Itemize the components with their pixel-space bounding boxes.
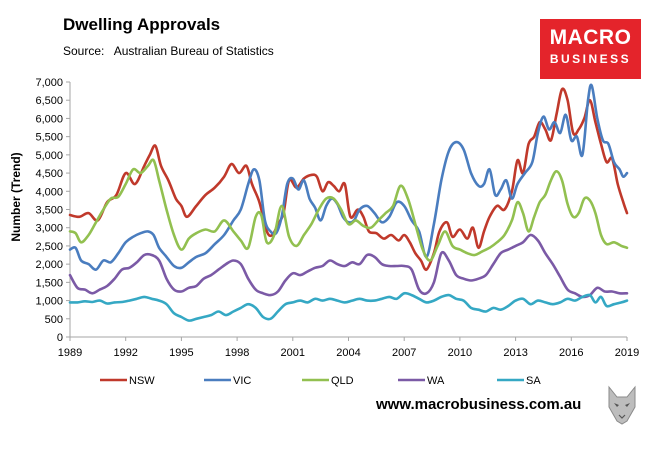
y-tick-group: 0 500 1,000 1,500 2,000 2,500 3,000 3,500 4,000 4… (35, 77, 70, 344)
series-line-sa (68, 291, 629, 322)
y-tick-label: 5,500 (35, 132, 63, 144)
x-tick-label: 2016 (559, 347, 583, 359)
y-tick-label: 500 (45, 314, 63, 326)
y-tick-label: 5,000 (35, 150, 63, 162)
y-tick-label: 3,500 (35, 205, 63, 217)
x-tick-label: 1989 (58, 347, 82, 359)
x-tick-label: 1995 (169, 347, 193, 359)
y-tick-label: 7,000 (35, 77, 63, 89)
x-tick-group: 1989 1992 1995 1998 2001 2004 2007 2010 2013 2016… (58, 337, 639, 359)
x-tick-label: 2010 (448, 347, 472, 359)
logo-text-business: BUSINESS (549, 52, 632, 66)
y-tick-label: 1,500 (35, 277, 63, 289)
series-line-qld (68, 158, 629, 262)
y-tick-label: 2,000 (35, 259, 63, 271)
legend: NSW VIC QLD WA SA (100, 375, 541, 387)
x-tick-label: 2007 (392, 347, 416, 359)
x-tick-label: 2001 (281, 347, 305, 359)
chart-source: Source: Australian Bureau of Statistics (63, 44, 274, 58)
legend-label-vic: VIC (233, 375, 251, 387)
x-tick-label: 1992 (113, 347, 137, 359)
y-tick-label: 3,000 (35, 223, 63, 235)
logo-text-macro: MACRO (549, 26, 632, 49)
legend-label-sa: SA (526, 375, 541, 387)
series-line-vic (68, 83, 629, 271)
x-tick-label: 2019 (615, 347, 639, 359)
macrobusiness-logo: MACRO BUSINESS (540, 19, 641, 79)
legend-label-wa: WA (427, 375, 445, 387)
legend-label-qld: QLD (331, 375, 354, 387)
y-tick-label: 1,000 (35, 296, 63, 308)
y-tick-label: 6,000 (35, 113, 63, 125)
x-tick-label: 2004 (336, 347, 360, 359)
series-line-wa (68, 233, 629, 299)
y-tick-label: 2,500 (35, 241, 63, 253)
legend-label-nsw: NSW (129, 375, 155, 387)
x-tick-label: 2013 (503, 347, 527, 359)
series-line-nsw (68, 87, 629, 271)
y-tick-label: 4,000 (35, 186, 63, 198)
wolf-logo-icon (608, 385, 636, 425)
y-tick-label: 6,500 (35, 95, 63, 107)
website-url: www.macrobusiness.com.au (376, 396, 582, 413)
series-group (68, 83, 629, 322)
x-tick-label: 1998 (225, 347, 249, 359)
y-tick-label: 0 (57, 332, 63, 344)
y-tick-label: 4,500 (35, 168, 63, 180)
chart-title: Dwelling Approvals (63, 15, 221, 34)
